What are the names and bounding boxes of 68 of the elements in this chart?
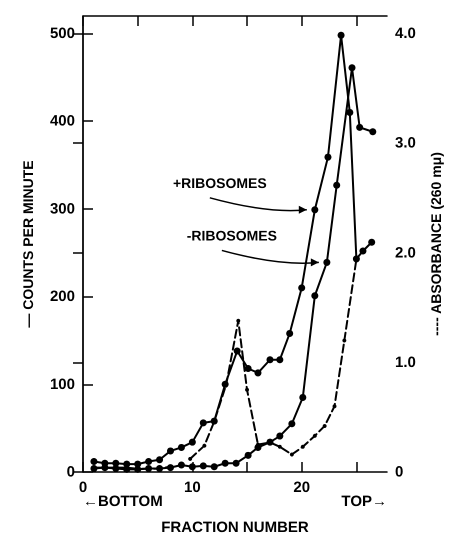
point bbox=[300, 444, 305, 449]
x-tick-label: 0 bbox=[78, 479, 88, 496]
point bbox=[286, 330, 294, 337]
point bbox=[244, 365, 252, 372]
y-tick-label: 500 bbox=[50, 25, 75, 42]
annotation: +RIBOSOMES bbox=[172, 174, 267, 191]
point bbox=[210, 463, 218, 470]
y-tick-label: 400 bbox=[50, 112, 75, 130]
point bbox=[322, 424, 327, 428]
point bbox=[200, 462, 207, 470]
x-axis-title: FRACTION NUMBER bbox=[161, 519, 309, 536]
y2-tick-label: 4.0 bbox=[395, 25, 416, 42]
point bbox=[369, 128, 376, 136]
point bbox=[236, 318, 240, 323]
text: ←BOTTOM bbox=[83, 493, 163, 510]
point bbox=[311, 292, 318, 300]
point bbox=[188, 463, 196, 470]
point bbox=[200, 419, 207, 426]
point bbox=[166, 447, 174, 454]
point bbox=[234, 347, 241, 354]
point bbox=[368, 238, 376, 246]
y-axis-title: — COUNTS PER MINUTE bbox=[20, 160, 36, 328]
point bbox=[348, 64, 356, 72]
point bbox=[202, 444, 206, 448]
point bbox=[178, 461, 185, 468]
y2-axis-title: ---- ABSORBANCE (260 mμ) bbox=[428, 152, 444, 336]
point bbox=[266, 356, 274, 364]
text: TOP→ bbox=[341, 493, 388, 510]
point bbox=[356, 124, 364, 131]
point bbox=[90, 458, 98, 465]
point bbox=[359, 248, 366, 255]
y-tick-label: 300 bbox=[50, 200, 75, 218]
point bbox=[288, 420, 296, 428]
point bbox=[188, 438, 196, 446]
point bbox=[323, 258, 330, 266]
point bbox=[290, 452, 294, 456]
point bbox=[232, 460, 240, 467]
point bbox=[298, 284, 306, 292]
y2-tick-label: 0 bbox=[395, 464, 404, 480]
point bbox=[276, 432, 284, 440]
y-tick-label: 200 bbox=[50, 288, 75, 306]
point bbox=[245, 388, 250, 392]
point bbox=[222, 460, 229, 467]
point bbox=[299, 394, 306, 401]
point bbox=[276, 356, 284, 364]
point bbox=[312, 434, 317, 438]
point bbox=[338, 32, 345, 39]
point bbox=[332, 404, 337, 408]
point bbox=[311, 206, 318, 214]
point bbox=[324, 154, 332, 161]
point bbox=[254, 369, 262, 376]
point bbox=[156, 456, 164, 464]
x-tick-label: 10 bbox=[184, 479, 201, 496]
point bbox=[188, 456, 192, 461]
point bbox=[244, 452, 252, 459]
point bbox=[278, 444, 282, 449]
y2-tick-label: 2.0 bbox=[395, 244, 416, 262]
point bbox=[178, 444, 185, 451]
annotation: -RIBOSOMES bbox=[186, 227, 277, 244]
y-tick-label: 100 bbox=[50, 376, 75, 393]
y2-tick-label: 1.0 bbox=[395, 354, 416, 371]
y2-tick-label: 3.0 bbox=[395, 134, 416, 152]
point bbox=[342, 338, 346, 342]
y-tick-label: 0 bbox=[66, 464, 75, 480]
point bbox=[333, 182, 340, 189]
x-tick-label: 20 bbox=[293, 479, 310, 496]
point bbox=[145, 458, 152, 465]
point bbox=[346, 108, 354, 116]
